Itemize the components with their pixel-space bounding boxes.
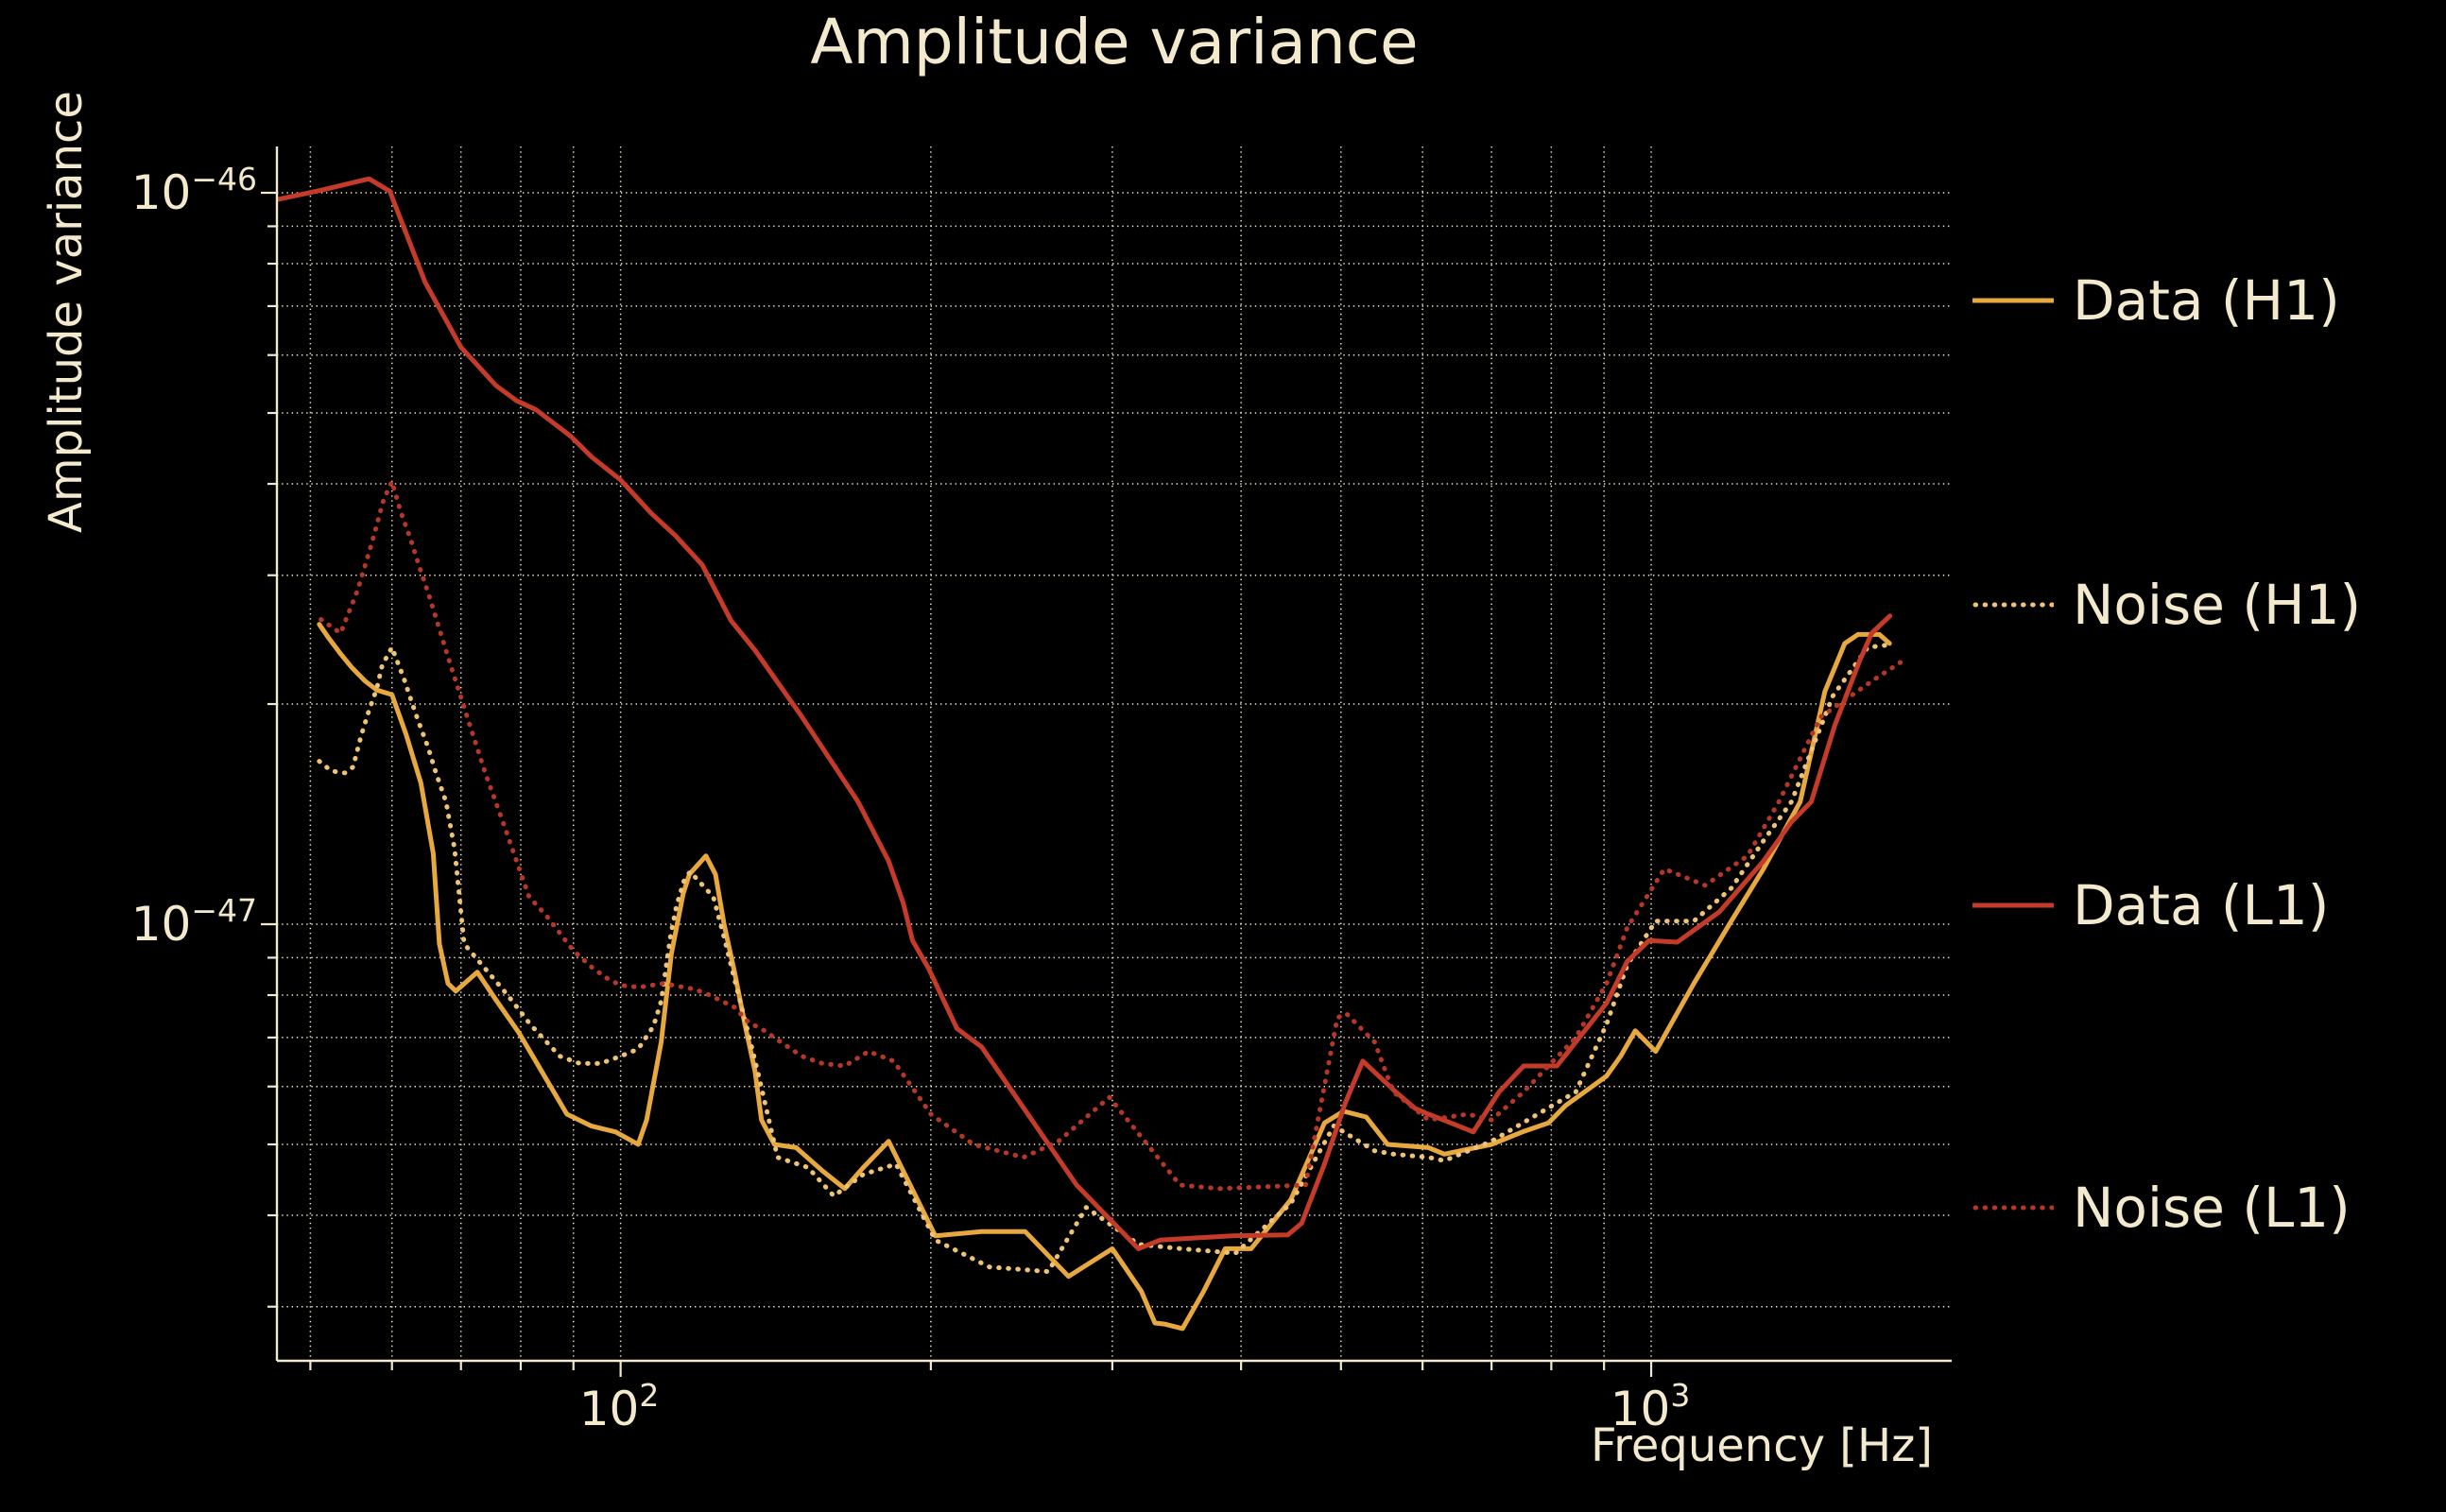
legend-label-data-l1: Data (L1) [2073,873,2330,937]
legend: Data (H1) Noise (H1) Data (L1) Noise (L1… [1972,0,2445,1512]
legend-line-data-h1-icon [1972,298,2054,303]
legend-item-data-h1: Data (H1) [1972,266,2340,335]
legend-line-noise-l1-icon [1972,1205,2054,1211]
y-tick-label-1e-46: 10−46 [130,161,257,220]
chart-title: Amplitude variance [810,6,1419,78]
legend-item-noise-h1: Noise (H1) [1972,571,2361,639]
y-axis-label: Amplitude variance [40,91,93,533]
legend-line-noise-h1-icon [1972,602,2054,608]
x-axis-label: Frequency [Hz] [1591,1419,1933,1472]
y-tick-label-1e-47: 10−47 [130,892,257,952]
legend-label-data-h1: Data (H1) [2073,268,2340,333]
legend-item-noise-l1: Noise (L1) [1972,1174,2351,1242]
x-tick-label-1000: 103 [1610,1377,1691,1436]
x-tick-label-100: 102 [578,1377,660,1436]
legend-item-data-l1: Data (L1) [1972,871,2329,939]
legend-label-noise-l1: Noise (L1) [2073,1176,2351,1240]
legend-line-data-l1-icon [1972,902,2054,908]
legend-label-noise-h1: Noise (H1) [2073,573,2362,637]
